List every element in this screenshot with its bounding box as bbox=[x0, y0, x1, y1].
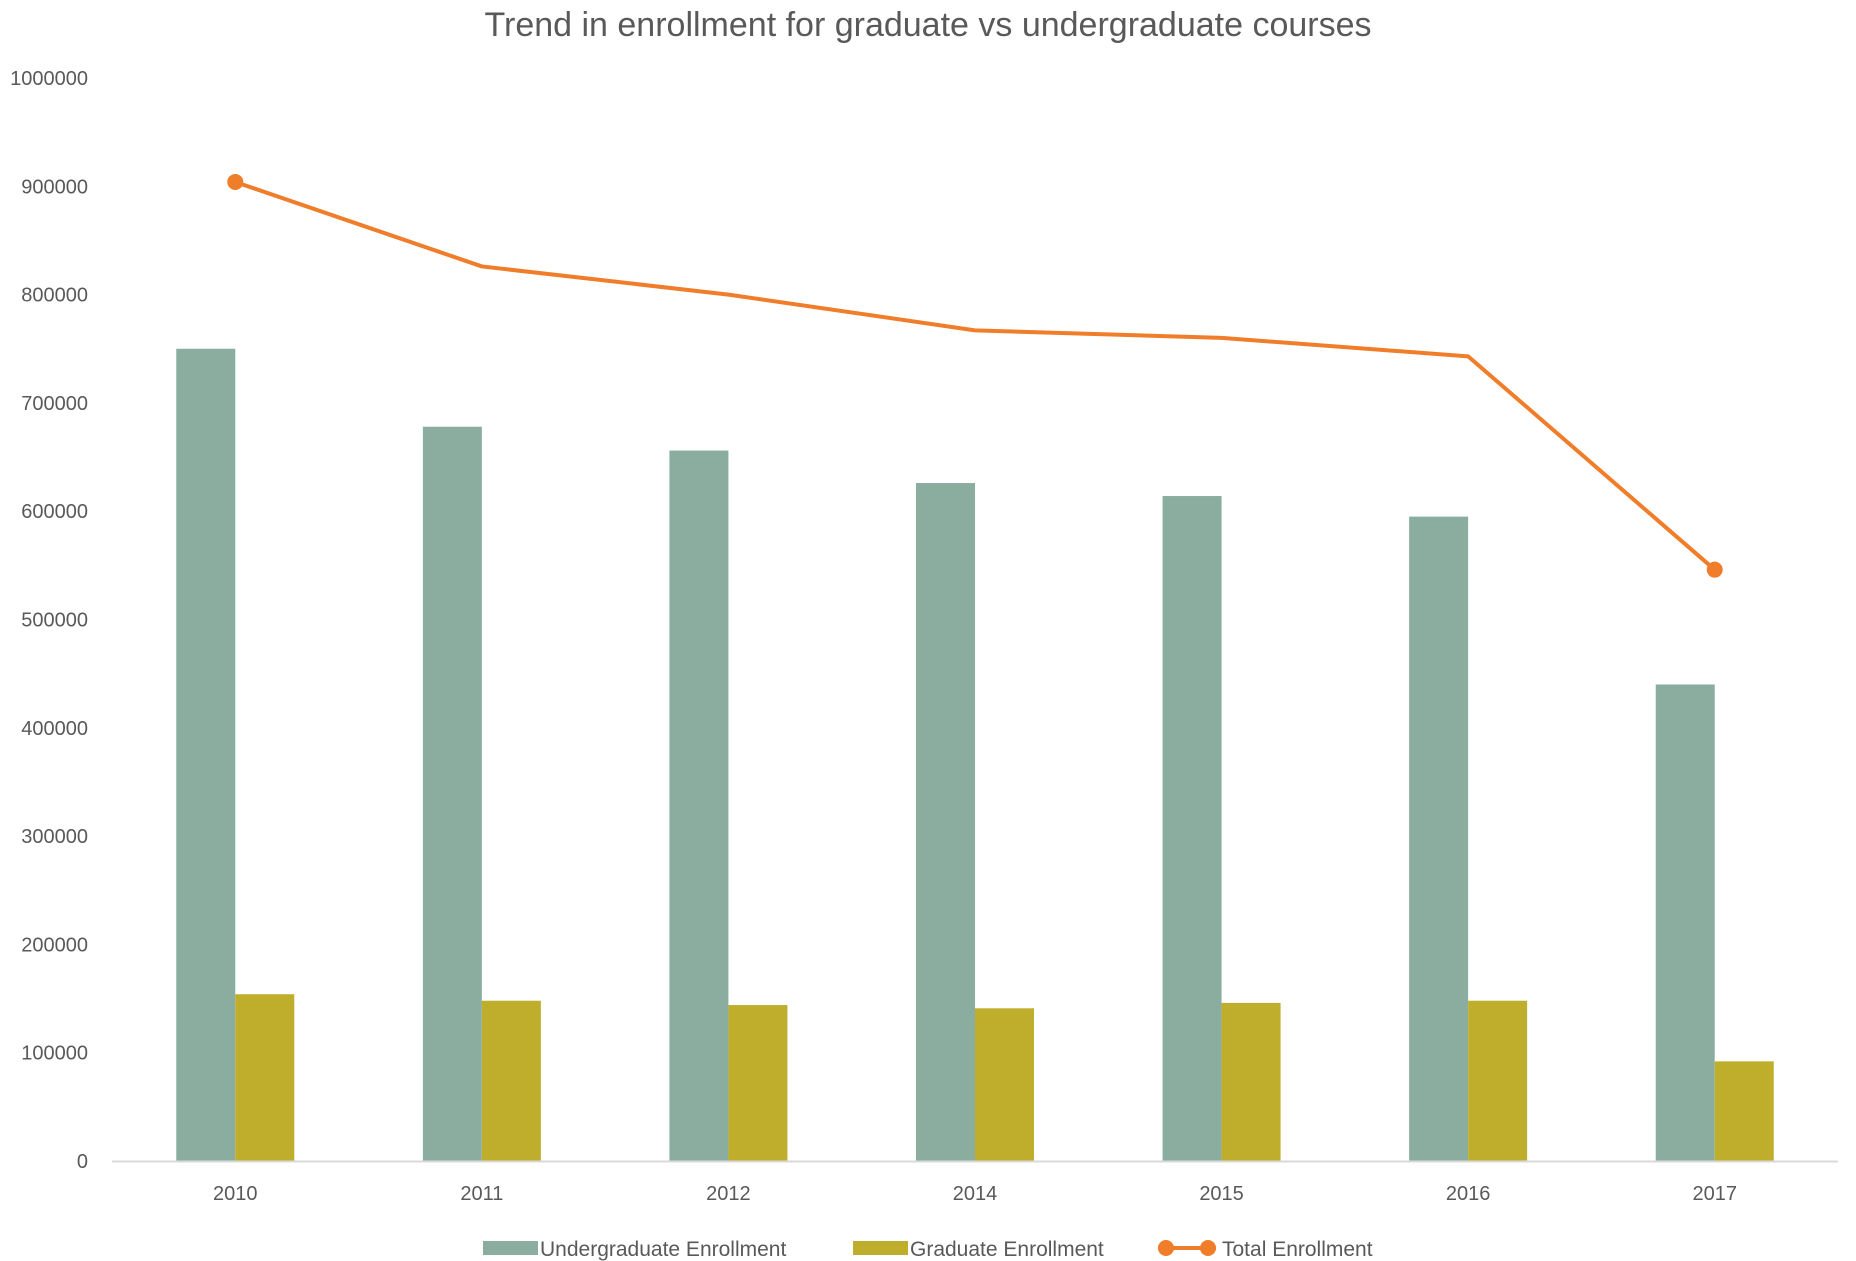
y-tick-label: 200000 bbox=[21, 934, 88, 956]
legend-marker bbox=[1200, 1240, 1216, 1256]
y-tick-label: 0 bbox=[77, 1151, 88, 1173]
y-tick-label: 500000 bbox=[21, 610, 88, 632]
bars-group bbox=[176, 348, 1774, 1162]
legend: Undergraduate Enrollment Graduate Enrollm… bbox=[483, 1238, 1373, 1261]
undergraduate-bar-2015 bbox=[1162, 496, 1222, 1162]
y-tick-label: 700000 bbox=[21, 393, 88, 415]
graduate-bar-2011 bbox=[481, 1000, 541, 1161]
x-tick-label: 2016 bbox=[1446, 1183, 1491, 1205]
legend-swatch-undergraduate bbox=[483, 1241, 538, 1255]
y-tick-label: 800000 bbox=[21, 285, 88, 307]
y-tick-label: 400000 bbox=[21, 718, 88, 740]
x-axis-ticks: 2010 2011 2012 2014 2015 2016 2017 bbox=[213, 1183, 1737, 1205]
total-line-group bbox=[227, 173, 1723, 578]
graduate-bar-2014 bbox=[975, 1008, 1034, 1161]
graduate-bar-2016 bbox=[1468, 1000, 1528, 1161]
y-tick-label: 600000 bbox=[21, 501, 88, 523]
graduate-bar-2015 bbox=[1221, 1002, 1281, 1161]
undergraduate-bar-2012 bbox=[669, 450, 729, 1161]
undergraduate-bar-2011 bbox=[422, 426, 482, 1161]
total-enrollment-point-2010 bbox=[227, 173, 244, 190]
x-tick-label: 2014 bbox=[953, 1183, 998, 1205]
legend-label: Total Enrollment bbox=[1222, 1238, 1373, 1261]
undergraduate-bar-2016 bbox=[1409, 516, 1469, 1161]
undergraduate-bar-2017 bbox=[1655, 684, 1715, 1161]
x-tick-label: 2011 bbox=[460, 1183, 503, 1205]
undergraduate-bar-2010 bbox=[176, 348, 236, 1161]
legend-label: Graduate Enrollment bbox=[910, 1238, 1104, 1261]
graduate-bar-2010 bbox=[235, 994, 295, 1161]
x-tick-label: 2012 bbox=[706, 1183, 751, 1205]
total-enrollment-point-2017 bbox=[1706, 561, 1723, 578]
y-axis-ticks: 0 100000 200000 300000 400000 500000 600000 700… bbox=[10, 68, 88, 1173]
legend-label: Undergraduate Enrollment bbox=[540, 1238, 786, 1261]
graduate-bar-2012 bbox=[728, 1005, 788, 1161]
x-tick-label: 2010 bbox=[213, 1183, 258, 1205]
y-tick-label: 100000 bbox=[21, 1043, 88, 1065]
graduate-bar-2017 bbox=[1714, 1061, 1774, 1161]
undergraduate-bar-2014 bbox=[916, 483, 975, 1161]
y-tick-label: 1000000 bbox=[10, 68, 88, 90]
legend-marker bbox=[1158, 1240, 1174, 1256]
chart-title: Trend in enrollment for graduate vs unde… bbox=[484, 6, 1371, 44]
total-enrollment-line bbox=[234, 180, 1717, 572]
y-tick-label: 300000 bbox=[21, 826, 88, 848]
x-tick-label: 2017 bbox=[1692, 1183, 1737, 1205]
legend-swatch-graduate bbox=[853, 1241, 908, 1255]
x-tick-label: 2015 bbox=[1199, 1183, 1244, 1205]
y-tick-label: 900000 bbox=[21, 176, 88, 198]
